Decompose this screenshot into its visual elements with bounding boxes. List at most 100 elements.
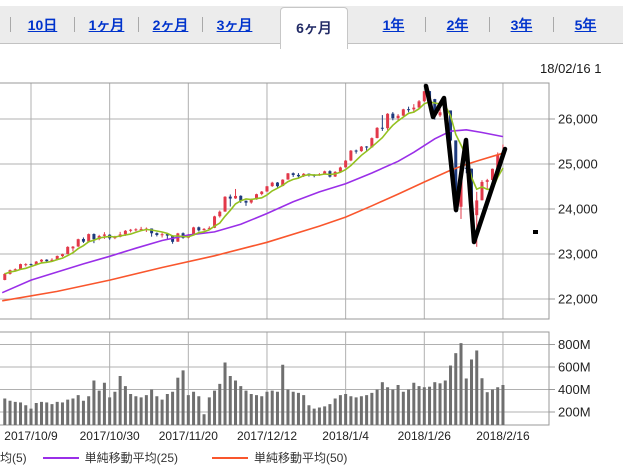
ma50-line: [2, 152, 504, 302]
volume-bar: [501, 385, 505, 425]
x-axis-label: 2017/12/12: [237, 429, 297, 443]
candle-body: [39, 259, 43, 262]
volume-bar: [396, 385, 400, 425]
candle-body: [417, 101, 421, 108]
volume-axis-label: 600M: [558, 360, 591, 375]
volume-bar: [349, 396, 353, 425]
tab-1month[interactable]: 1ヶ月: [88, 16, 125, 33]
volume-bar: [66, 399, 70, 425]
candle-body: [422, 91, 426, 102]
candle-body: [55, 255, 59, 260]
candle-body: [291, 173, 295, 176]
volume-bar: [270, 390, 274, 425]
volume-bar: [422, 387, 426, 425]
candle-body: [344, 160, 348, 168]
x-axis-label: 2017/10/30: [80, 429, 140, 443]
candle-body: [71, 246, 75, 249]
volume-bar: [407, 389, 411, 425]
candle-body: [155, 233, 159, 236]
candle-body: [433, 99, 437, 116]
volume-axis-label: 400M: [558, 382, 591, 397]
chart-legend: 均(5) 単純移動平均(25) 単純移動平均(50): [0, 450, 560, 465]
volume-bar: [333, 398, 337, 425]
candle-body: [129, 229, 133, 231]
volume-bar: [275, 391, 279, 425]
volume-bar: [490, 389, 494, 425]
legend-label-ma25: 単純移動平均(25): [84, 451, 179, 465]
volume-bar: [165, 394, 169, 425]
period-tab-bar: 10日 1ヶ月 2ヶ月 3ヶ月 6ヶ月 1年 2年 3年 5年: [0, 6, 623, 49]
volume-bar: [438, 383, 442, 425]
candle-body: [260, 191, 264, 195]
volume-bar: [291, 391, 295, 425]
volume-bar: [344, 394, 348, 425]
volume-bar: [102, 382, 106, 425]
volume-bar: [464, 378, 468, 425]
volume-bar: [139, 397, 143, 425]
tab-2months[interactable]: 2ヶ月: [152, 16, 189, 33]
volume-bar: [433, 382, 437, 425]
volume-bar: [228, 376, 232, 425]
candle-body: [202, 228, 206, 231]
tab-divider: [489, 17, 490, 32]
tab-6months[interactable]: 6ヶ月: [280, 6, 348, 49]
volume-bar: [29, 408, 33, 425]
x-axis-label: 2018/1/4: [322, 429, 369, 443]
volume-bar: [417, 386, 421, 425]
candle-body: [29, 264, 33, 266]
volume-bar: [134, 396, 138, 425]
candle-body: [265, 186, 269, 192]
volume-bar: [186, 395, 190, 425]
legend-swatch-ma50: [212, 456, 249, 459]
candle-body: [296, 174, 300, 177]
ma25-line: [1, 128, 504, 294]
candle-body: [365, 146, 369, 148]
volume-bar: [380, 382, 384, 425]
tab-divider: [74, 17, 75, 32]
volume-bar: [454, 353, 458, 425]
tab-3years[interactable]: 3年: [510, 16, 533, 33]
volume-bar: [496, 387, 500, 425]
ma5-line: [4, 100, 504, 275]
price-axis-label: 25,000: [558, 157, 598, 172]
volume-bar: [3, 398, 7, 425]
volume-bar: [265, 391, 269, 425]
volume-bar: [386, 387, 390, 425]
candle-body: [76, 239, 80, 247]
tab-3months[interactable]: 3ヶ月: [216, 16, 253, 33]
volume-bar: [34, 403, 38, 425]
candle-body: [19, 264, 23, 270]
candle-body: [134, 229, 138, 231]
volume-bar: [328, 404, 332, 425]
volume-bar: [469, 359, 473, 425]
volume-bar: [8, 400, 12, 425]
volume-bar: [197, 396, 201, 425]
volume-bar: [401, 391, 405, 425]
volume-bar: [118, 376, 122, 425]
candle-body: [244, 200, 248, 203]
volume-bar: [244, 390, 248, 425]
candle-body: [485, 180, 489, 182]
candle-body: [60, 254, 64, 257]
volume-bar: [370, 392, 374, 425]
candle-body: [496, 154, 500, 169]
candle-body: [480, 181, 484, 201]
candle-body: [123, 230, 127, 235]
tab-divider: [553, 17, 554, 32]
candle-body: [92, 234, 96, 240]
candle-body: [160, 234, 164, 236]
volume-bar: [213, 390, 217, 425]
volume-bar: [391, 389, 395, 425]
quote-datetime: 18/02/16 1: [540, 61, 602, 76]
legend-swatch-ma25: [42, 456, 79, 459]
price-axis-label: 26,000: [558, 112, 598, 127]
tab-5years[interactable]: 5年: [574, 16, 597, 33]
legend-label-ma5-truncated: 均(5): [0, 451, 27, 465]
candle-body: [375, 127, 379, 138]
price-axis-label: 24,000: [558, 202, 598, 217]
candle-body: [380, 127, 384, 129]
tab-10days[interactable]: 10日: [27, 16, 58, 33]
tab-2years[interactable]: 2年: [446, 16, 469, 33]
tab-1year[interactable]: 1年: [382, 16, 405, 33]
